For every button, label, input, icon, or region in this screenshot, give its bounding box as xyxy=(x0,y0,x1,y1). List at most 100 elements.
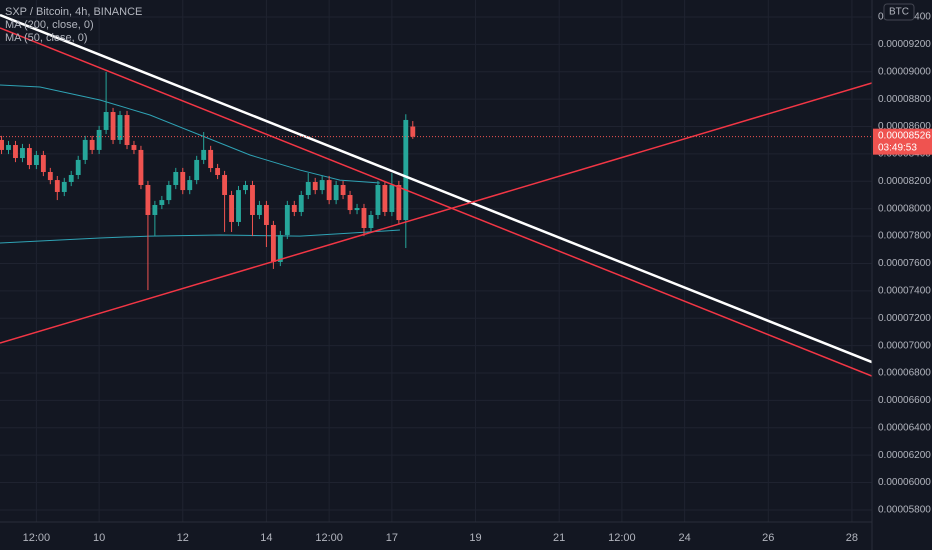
candle-body xyxy=(145,185,151,215)
candle-body xyxy=(201,149,207,160)
candle-body xyxy=(89,139,95,150)
candle-body xyxy=(68,175,74,182)
y-tick-label: 0.00008800 xyxy=(878,94,931,105)
candle-body xyxy=(6,145,11,150)
candle-body xyxy=(396,185,402,221)
candle-body xyxy=(229,194,235,222)
candle-body xyxy=(180,171,186,191)
candle-body xyxy=(26,148,32,166)
y-tick-label: 0.00007800 xyxy=(878,231,931,242)
currency-badge xyxy=(883,3,915,21)
candle-body xyxy=(61,181,67,192)
candle-body xyxy=(47,171,53,181)
candle-body xyxy=(382,185,388,212)
candle-body xyxy=(124,115,130,146)
moving-average-line xyxy=(0,84,380,184)
candle-body xyxy=(277,234,283,262)
candle-body xyxy=(333,185,339,201)
candle-body xyxy=(166,185,172,201)
candle-body xyxy=(340,185,346,195)
candle-body xyxy=(354,208,360,211)
candle-body xyxy=(96,129,102,150)
x-tick-label: 28 xyxy=(846,532,858,544)
candle-body xyxy=(208,149,214,169)
y-tick-label: 0.00009000 xyxy=(878,66,931,77)
y-tick-label: 0.00007600 xyxy=(878,258,931,269)
candle-body xyxy=(187,180,193,191)
candle-body xyxy=(103,112,109,130)
candle-body xyxy=(152,204,158,215)
candle-body xyxy=(194,159,200,181)
x-tick-label: 21 xyxy=(553,532,565,544)
y-tick-label: 0.00008000 xyxy=(878,203,931,214)
candle-body xyxy=(305,181,311,195)
x-tick-label: 14 xyxy=(260,532,272,544)
candle-body xyxy=(243,185,248,191)
moving-average-line xyxy=(0,229,400,244)
trend-line xyxy=(0,27,872,377)
candle-body xyxy=(250,185,255,215)
x-tick-label: 12:00 xyxy=(23,532,51,544)
y-tick-label: 0.00006400 xyxy=(878,422,931,433)
candle-body xyxy=(20,148,25,159)
x-tick-label: 17 xyxy=(386,532,398,544)
x-tick-label: 26 xyxy=(762,532,774,544)
countdown-label: 03:49:53 xyxy=(878,142,917,153)
candle-body xyxy=(236,190,241,222)
trend-line xyxy=(0,13,872,364)
currency-label: BTC xyxy=(889,7,909,18)
y-tick-label: 0.00008200 xyxy=(878,176,931,187)
y-tick-label: 0.00009200 xyxy=(878,39,931,50)
grid xyxy=(0,0,872,522)
candle-body xyxy=(389,185,395,212)
y-tick-label: 0.00006800 xyxy=(878,368,931,379)
candle-body xyxy=(75,159,81,176)
candle-body xyxy=(159,200,165,205)
candle-body xyxy=(13,145,18,159)
candle-body xyxy=(82,139,88,160)
candle-body xyxy=(263,204,269,225)
candle-body xyxy=(33,155,39,166)
candle-body xyxy=(361,208,367,228)
candle-body xyxy=(403,119,409,221)
last-price-box xyxy=(873,128,932,155)
x-tick-label: 19 xyxy=(469,532,481,544)
candle-body xyxy=(110,112,116,140)
candle-body xyxy=(319,180,325,191)
y-tick-label: 0.00008600 xyxy=(878,121,931,132)
candle-body xyxy=(54,180,60,192)
candle-body xyxy=(131,145,137,150)
trend-line xyxy=(0,82,872,344)
chart-title: SXP / Bitcoin, 4h, BINANCE xyxy=(5,6,142,18)
candle-body xyxy=(0,139,4,150)
candle-body xyxy=(298,194,304,212)
candle-body xyxy=(117,115,123,140)
y-tick-label: 0.00007200 xyxy=(878,313,931,324)
y-tick-label: 0.00006600 xyxy=(878,395,931,406)
legend-entry: MA (200, close, 0) xyxy=(5,19,94,31)
candle-body xyxy=(270,224,276,262)
y-tick-label: 0.00007400 xyxy=(878,285,931,296)
x-tick-label: 12 xyxy=(177,532,189,544)
legend-entry: MA (50, close, 0) xyxy=(5,32,88,44)
candle-body xyxy=(215,168,221,176)
candle-body xyxy=(312,181,318,191)
x-tick-label: 12:00 xyxy=(315,532,343,544)
candle-body xyxy=(291,204,297,212)
candle-body xyxy=(375,185,381,215)
y-tick-label: 0.00005800 xyxy=(878,505,931,516)
last-price-label: 0.00008526 xyxy=(878,130,931,141)
candle-body xyxy=(40,155,46,172)
candle-body xyxy=(138,149,144,186)
candle-body xyxy=(222,175,228,195)
candle-body xyxy=(326,180,332,201)
x-tick-label: 12:00 xyxy=(608,532,636,544)
candle-body xyxy=(284,204,290,235)
y-tick-label: 0.00007000 xyxy=(878,340,931,351)
candle-body xyxy=(410,126,416,137)
candle-body xyxy=(347,194,353,211)
y-tick-label: 0.00006000 xyxy=(878,477,931,488)
y-tick-label: 0.00006200 xyxy=(878,450,931,461)
